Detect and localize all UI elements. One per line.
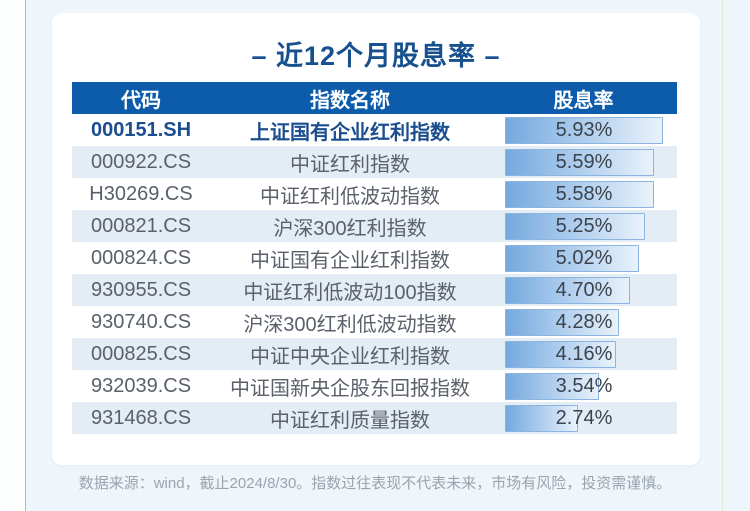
- column-header-name: 指数名称: [310, 89, 390, 112]
- yield-cell: 4.70%: [490, 276, 677, 304]
- table-row: 931468.CS 中证红利质量指数 2.74%: [72, 402, 677, 434]
- yield-cell: 5.93%: [490, 116, 677, 144]
- yield-data-bar: [505, 180, 654, 208]
- yield-value: 4.28%: [555, 310, 613, 333]
- index-name: 上证国有企业红利指数: [250, 121, 450, 144]
- yield-value: 5.59%: [555, 150, 613, 173]
- yield-value: 5.02%: [555, 246, 613, 269]
- index-code: 000151.SH: [90, 118, 192, 141]
- index-code: 930740.CS: [90, 310, 192, 333]
- page-right-border: [722, 0, 723, 511]
- table-row: H30269.CS 中证红利低波动指数 5.58%: [72, 178, 677, 210]
- yield-bar-track: 3.54%: [505, 372, 663, 400]
- index-name: 中证红利质量指数: [270, 409, 430, 432]
- yield-value: 4.70%: [555, 278, 613, 301]
- table-row: 932039.CS 中证国新央企股东回报指数 3.54%: [72, 370, 677, 402]
- index-code: 932039.CS: [90, 374, 192, 397]
- yield-value: 2.74%: [555, 406, 613, 429]
- yield-data-bar: [505, 276, 631, 304]
- table-row: 000821.CS 沪深300红利指数 5.25%: [72, 210, 677, 242]
- yield-data-bar: [505, 244, 639, 272]
- data-source-disclaimer: 数据来源：wind，截止2024/8/30。指数过往表现不代表未来，市场有风险，…: [78, 475, 672, 492]
- yield-data-bar: [505, 340, 616, 368]
- yield-cell: 2.74%: [490, 404, 677, 432]
- table-row: 000824.CS 中证国有企业红利指数 5.02%: [72, 242, 677, 274]
- yield-bar-track: 2.74%: [505, 404, 663, 432]
- yield-cell: 5.02%: [490, 244, 677, 272]
- index-code: 000824.CS: [90, 246, 192, 269]
- index-name: 沪深300红利低波动指数: [243, 313, 457, 336]
- page-title: – 近12个月股息率 –: [251, 41, 501, 71]
- index-code: 000922.CS: [90, 150, 192, 173]
- index-name: 中证国有企业红利指数: [250, 249, 450, 272]
- yield-cell: 3.54%: [490, 372, 677, 400]
- yield-cell: 5.59%: [490, 148, 677, 176]
- page-left-margin: [0, 0, 26, 511]
- index-name: 中证国新央企股东回报指数: [230, 377, 470, 400]
- dividend-yield-table: 代码 指数名称 股息率 000151.SH 上证国有企业红利指数 5.93% 0009…: [72, 82, 677, 434]
- yield-value: 3.54%: [555, 374, 613, 397]
- table-row: 000922.CS 中证红利指数 5.59%: [72, 146, 677, 178]
- index-name: 中证红利低波动指数: [260, 185, 440, 208]
- yield-data-bar: [505, 308, 620, 336]
- table-header-row: 代码 指数名称 股息率: [72, 82, 677, 114]
- yield-bar-track: 4.16%: [505, 340, 663, 368]
- yield-value: 4.16%: [555, 342, 613, 365]
- yield-data-bar: [505, 404, 578, 432]
- yield-cell: 4.16%: [490, 340, 677, 368]
- yield-cell: 4.28%: [490, 308, 677, 336]
- yield-data-bar: [505, 372, 600, 400]
- dividend-table-card: – 近12个月股息率 – 代码 指数名称 股息率 000151.SH 上证国有企业…: [52, 13, 700, 465]
- yield-bar-track: 5.02%: [505, 244, 663, 272]
- yield-bar-track: 5.93%: [505, 116, 663, 144]
- yield-value: 5.58%: [555, 182, 613, 205]
- table-body: 000151.SH 上证国有企业红利指数 5.93% 000922.CS 中证红利指数 5…: [72, 114, 677, 434]
- column-header-yield: 股息率: [553, 89, 614, 112]
- index-code: H30269.CS: [89, 182, 193, 205]
- index-code: 930955.CS: [90, 278, 192, 301]
- index-code: 931468.CS: [90, 406, 192, 429]
- index-code: 000825.CS: [90, 342, 192, 365]
- yield-bar-track: 5.58%: [505, 180, 663, 208]
- table-row: 000825.CS 中证中央企业红利指数 4.16%: [72, 338, 677, 370]
- yield-cell: 5.25%: [490, 212, 677, 240]
- yield-bar-track: 4.28%: [505, 308, 663, 336]
- yield-bar-track: 5.59%: [505, 148, 663, 176]
- index-name: 中证红利指数: [290, 153, 410, 176]
- index-code: 000821.CS: [90, 214, 192, 237]
- index-name: 中证中央企业红利指数: [250, 345, 450, 368]
- column-header-code: 代码: [121, 89, 161, 112]
- yield-value: 5.25%: [555, 214, 613, 237]
- yield-data-bar: [505, 148, 654, 176]
- table-row: 930740.CS 沪深300红利低波动指数 4.28%: [72, 306, 677, 338]
- yield-data-bar: [505, 212, 645, 240]
- index-name: 中证红利低波动100指数: [243, 281, 457, 304]
- yield-cell: 5.58%: [490, 180, 677, 208]
- yield-bar-track: 4.70%: [505, 276, 663, 304]
- yield-data-bar: [505, 116, 663, 144]
- index-name: 沪深300红利指数: [273, 217, 427, 240]
- table-row: 930955.CS 中证红利低波动100指数 4.70%: [72, 274, 677, 306]
- yield-bar-track: 5.25%: [505, 212, 663, 240]
- yield-value: 5.93%: [555, 118, 613, 141]
- table-row: 000151.SH 上证国有企业红利指数 5.93%: [72, 114, 677, 146]
